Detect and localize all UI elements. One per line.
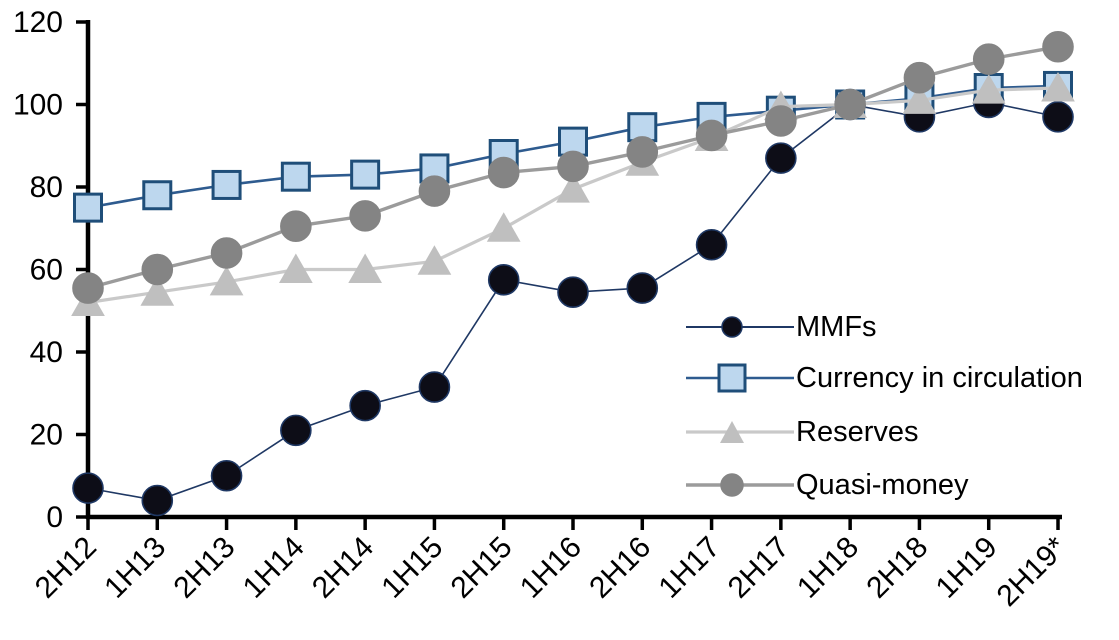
series-marker-mmfs [626, 272, 659, 304]
series-marker-reserves [1041, 71, 1075, 102]
x-tick-label: 1H18 [791, 531, 865, 605]
x-tick-label: 2H16 [583, 531, 657, 605]
y-tick-label: 20 [30, 419, 63, 452]
series-marker-mmfs [487, 264, 520, 296]
series-marker-reserves [902, 84, 937, 114]
x-tick-label: 2H18 [860, 531, 934, 605]
series-marker-quasi-money [210, 237, 243, 269]
x-tick-label: 2H13 [167, 531, 241, 605]
series-marker-quasi-money [72, 272, 104, 304]
series-marker-quasi-money [487, 156, 520, 189]
x-tick-label: 2H12 [29, 531, 103, 605]
x-tick-label: 2H19* [991, 530, 1074, 613]
series-marker-mmfs [765, 142, 797, 174]
series-marker-reserves [417, 245, 452, 275]
x-tick-label: 1H13 [98, 531, 172, 605]
x-tick-label: 2H14 [306, 531, 380, 605]
series-marker-mmfs [418, 371, 451, 403]
series-marker-quasi-money [557, 150, 589, 183]
x-tick-label: 1H14 [237, 531, 311, 605]
series-marker-currency-in-circulation [211, 169, 242, 200]
series-marker-quasi-money [280, 210, 312, 242]
series-marker-reserves [209, 265, 244, 296]
series-marker-quasi-money [972, 43, 1005, 75]
series-marker-currency-in-circulation [280, 161, 311, 192]
y-tick-label: 0 [46, 501, 63, 534]
series-marker-reserves [348, 253, 383, 283]
series-marker-reserves [278, 253, 313, 283]
series-marker-reserves [140, 276, 175, 306]
series-marker-quasi-money [903, 61, 936, 94]
x-tick-label: 1H19 [930, 531, 1004, 605]
x-tick-label: 1H16 [514, 531, 588, 605]
series-marker-quasi-money [141, 253, 174, 286]
series-marker-currency-in-circulation [350, 159, 381, 190]
y-tick-label: 100 [13, 89, 63, 122]
series-marker-quasi-money [418, 175, 451, 207]
series-marker-mmfs [349, 389, 381, 422]
series-marker-currency-in-circulation [142, 180, 173, 211]
series-marker-quasi-money [626, 136, 659, 168]
series-marker-quasi-money [1042, 30, 1074, 63]
series-marker-quasi-money [695, 119, 728, 152]
series-marker-mmfs [557, 276, 589, 308]
series-marker-quasi-money [765, 105, 797, 137]
series-marker-mmfs [210, 459, 243, 492]
x-tick-label: 1H17 [652, 531, 726, 605]
series-marker-mmfs [280, 414, 312, 447]
series-marker-mmfs [72, 472, 104, 504]
x-tick-label: 2H15 [445, 531, 519, 605]
series-marker-mmfs [141, 484, 174, 517]
series-marker-reserves [556, 173, 590, 203]
series-marker-quasi-money [834, 88, 866, 121]
y-tick-label: 40 [30, 336, 63, 369]
series-marker-reserves [971, 74, 1006, 104]
y-tick-label: 60 [30, 254, 63, 287]
series-marker-reserves [486, 212, 521, 242]
x-tick-label: 1H15 [375, 531, 449, 605]
series-marker-quasi-money [349, 200, 381, 232]
series-marker-currency-in-circulation [73, 192, 103, 223]
series-marker-mmfs [695, 228, 728, 261]
series-marker-mmfs [1042, 101, 1074, 133]
y-tick-label: 120 [13, 6, 63, 39]
y-tick-label: 80 [30, 171, 63, 204]
x-tick-label: 2H17 [722, 531, 796, 605]
